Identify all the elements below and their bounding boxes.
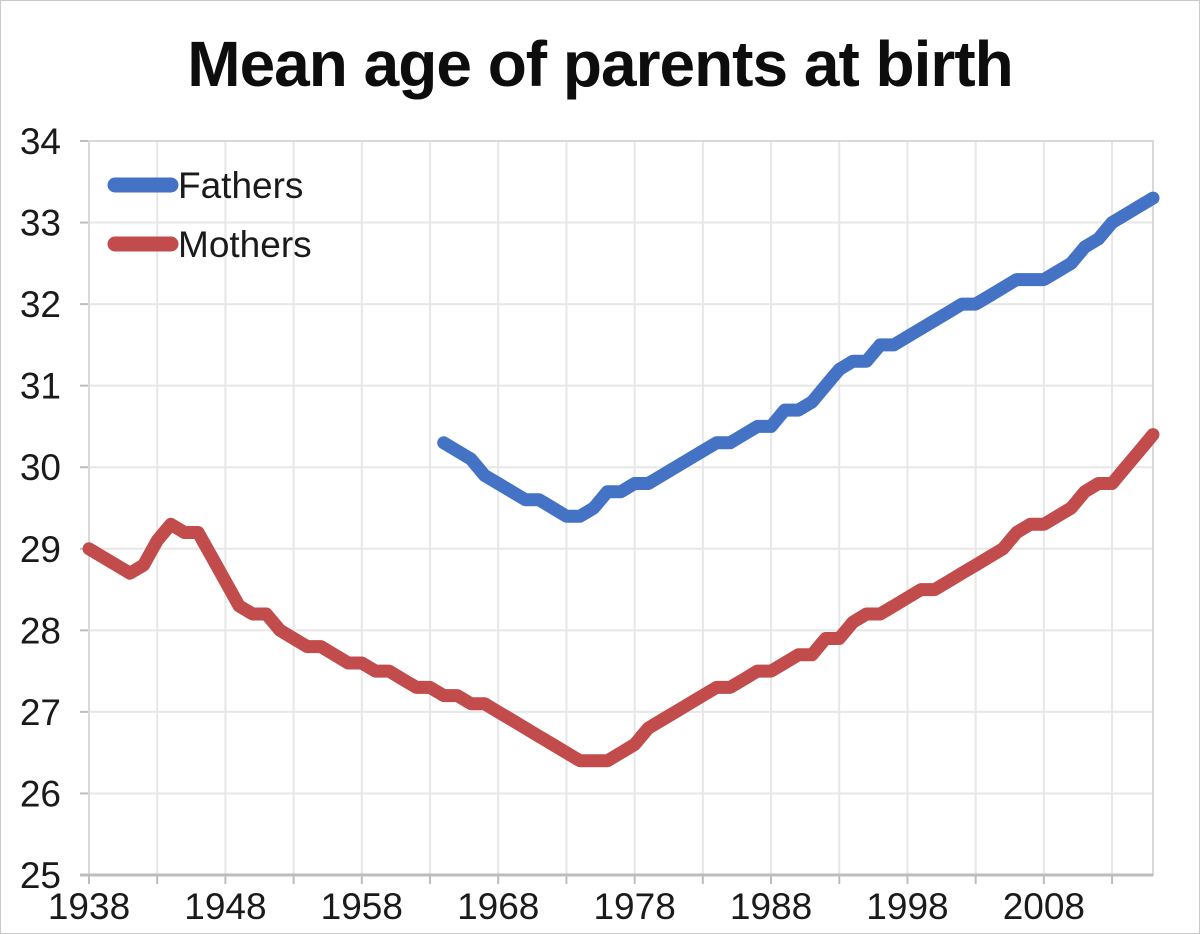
x-axis-tick-label: 1958 [321,886,403,927]
y-axis-tick-label: 29 [20,529,61,570]
x-axis-tick-label: 2008 [1003,886,1085,927]
legend-label-mothers: Mothers [178,224,312,265]
plot-area: 1938 1948 1958 1968 1978 1988 1998 2008 25 26 27 28… [20,121,1160,927]
x-axis-tick-label: 1938 [48,886,130,927]
y-axis-tick-label: 27 [20,692,61,733]
x-axis-tick-label: 1998 [866,886,948,927]
x-axis-tick-label: 1988 [730,886,812,927]
legend: Fathers Mothers [107,165,312,265]
mothers-line [82,428,1160,768]
y-axis-tick-label: 28 [20,610,61,651]
x-axis-tick-label: 1968 [457,886,539,927]
x-axis-tick-label: 1948 [184,886,266,927]
legend-label-fathers: Fathers [178,165,303,206]
chart-title: Mean age of parents at birth [187,28,1013,100]
y-axis-tick-label: 34 [20,121,61,162]
y-axis-tick-label: 26 [20,773,61,814]
y-axis-tick-label: 32 [20,284,61,325]
y-axis-tick-label: 25 [20,855,61,896]
fathers-line [437,191,1160,523]
y-axis-tick-label: 30 [20,447,61,488]
y-axis-tick-label: 33 [20,203,61,244]
y-axis-tick-label: 31 [20,366,61,407]
x-axis-tick-label: 1978 [593,886,675,927]
